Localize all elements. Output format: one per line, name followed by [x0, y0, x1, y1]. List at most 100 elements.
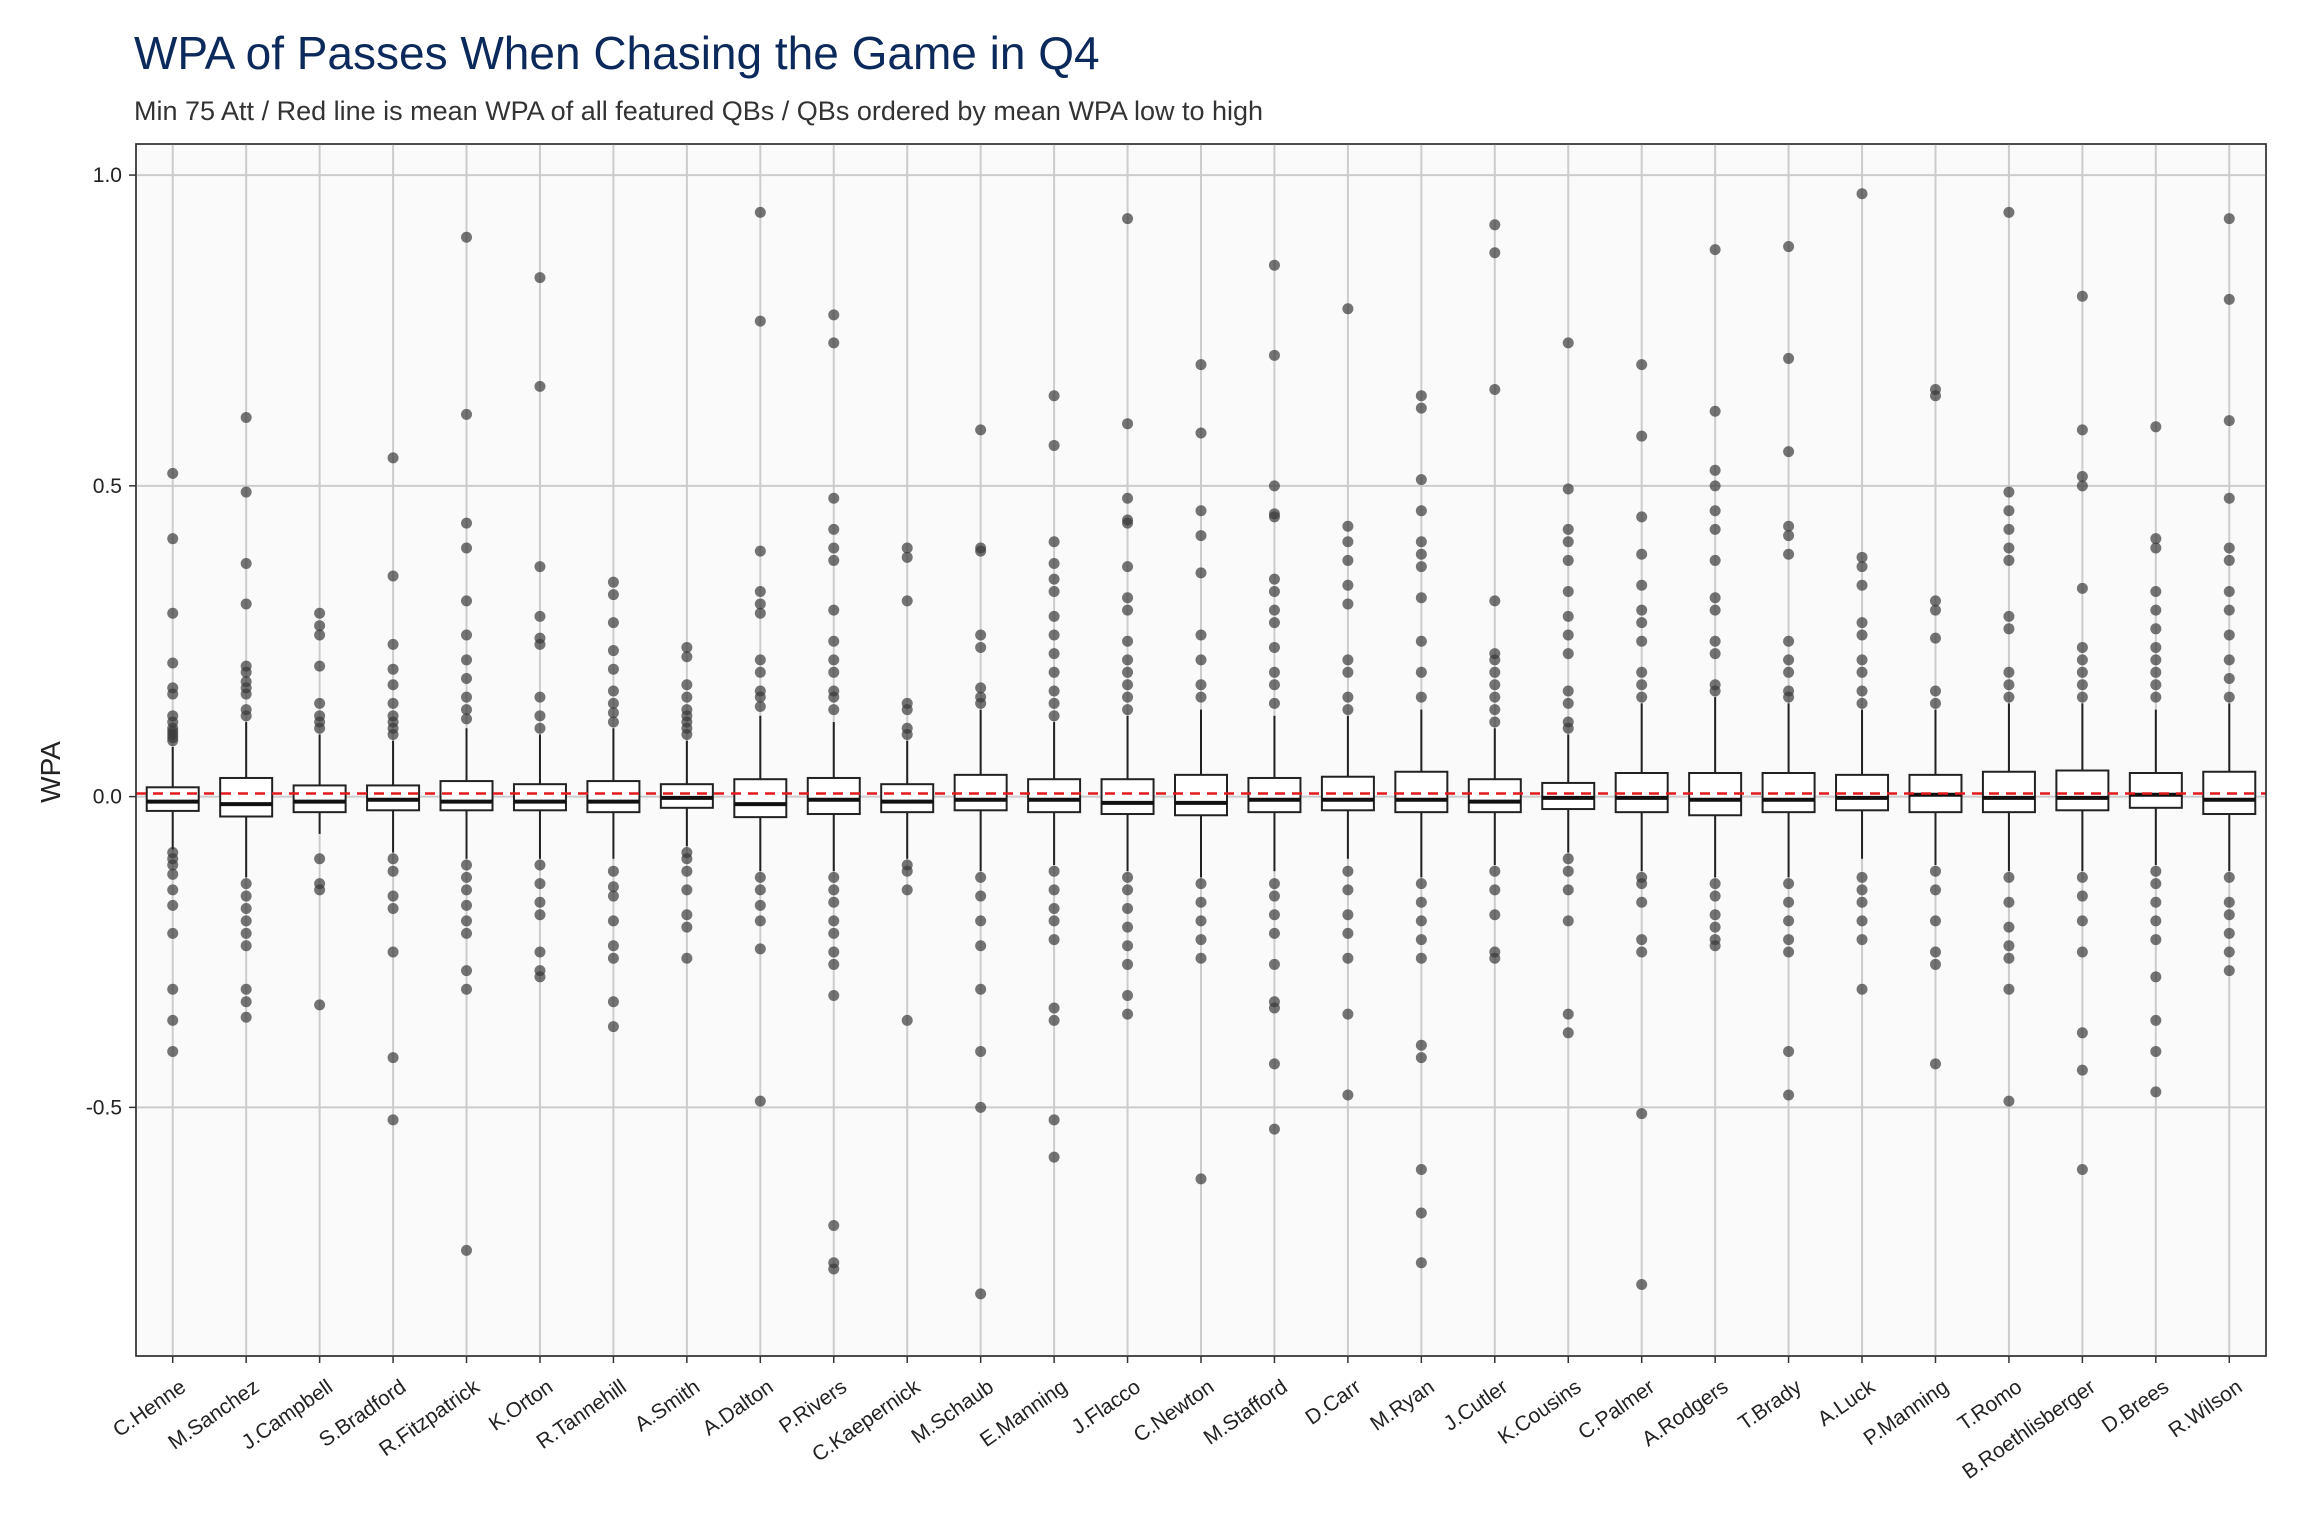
outlier-point — [901, 551, 913, 563]
y-tick-label: 0.0 — [93, 786, 122, 809]
outlier-point — [167, 927, 179, 939]
outlier-point — [1048, 915, 1060, 927]
outlier-point — [1636, 604, 1648, 616]
outlier-point — [2076, 890, 2088, 902]
outlier-point — [1195, 1173, 1207, 1185]
outlier-point — [1048, 884, 1060, 896]
outlier-point — [607, 576, 619, 588]
outlier-point — [167, 1045, 179, 1057]
outlier-point — [1709, 890, 1721, 902]
outlier-point — [1268, 927, 1280, 939]
outlier-point — [2076, 641, 2088, 653]
outlier-point — [607, 996, 619, 1008]
outlier-point — [1489, 884, 1501, 896]
outlier-point — [754, 943, 766, 955]
outlier-point — [461, 983, 473, 995]
outlier-point — [167, 868, 179, 880]
outlier-point — [2223, 492, 2235, 504]
outlier-point — [1048, 536, 1060, 548]
outlier-point — [607, 1021, 619, 1033]
outlier-point — [167, 467, 179, 479]
outlier-point — [2150, 691, 2162, 703]
outlier-point — [828, 691, 840, 703]
outlier-point — [1562, 337, 1574, 349]
outlier-point — [1709, 921, 1721, 933]
outlier-point — [681, 853, 693, 865]
outlier-point — [1489, 716, 1501, 728]
outlier-point — [1195, 934, 1207, 946]
outlier-point — [1195, 679, 1207, 691]
outlier-point — [607, 915, 619, 927]
outlier-point — [1856, 896, 1868, 908]
outlier-point — [534, 638, 546, 650]
outlier-point — [1783, 520, 1795, 532]
outlier-point — [1415, 402, 1427, 414]
outlier-point — [1415, 934, 1427, 946]
outlier-point — [1489, 666, 1501, 678]
outlier-point — [1122, 1008, 1134, 1020]
outlier-point — [1783, 934, 1795, 946]
outlier-point — [681, 728, 693, 740]
outlier-point — [754, 598, 766, 610]
outlier-point — [828, 523, 840, 535]
outlier-point — [534, 610, 546, 622]
outlier-point — [1562, 1027, 1574, 1039]
outlier-point — [1929, 697, 1941, 709]
box-m-ryan — [1394, 709, 1449, 878]
outlier-point — [1489, 691, 1501, 703]
outlier-point — [2150, 421, 2162, 433]
outlier-point — [1856, 551, 1868, 563]
outlier-point — [1342, 1008, 1354, 1020]
box-m-sanchez — [219, 722, 274, 878]
outlier-point — [240, 915, 252, 927]
outlier-point — [387, 679, 399, 691]
outlier-point — [1195, 915, 1207, 927]
outlier-point — [240, 890, 252, 902]
outlier-point — [1122, 654, 1134, 666]
outlier-point — [754, 586, 766, 598]
outlier-point — [1268, 890, 1280, 902]
outlier-point — [2003, 542, 2015, 554]
outlier-point — [1856, 934, 1868, 946]
outlier-point — [1562, 884, 1574, 896]
outlier-point — [1122, 958, 1134, 970]
outlier-point — [2003, 486, 2015, 498]
outlier-point — [607, 617, 619, 629]
outlier-point — [828, 542, 840, 554]
outlier-point — [754, 654, 766, 666]
outlier-point — [975, 629, 987, 641]
outlier-point — [1929, 604, 1941, 616]
outlier-point — [1048, 865, 1060, 877]
outlier-point — [1268, 878, 1280, 890]
outlier-point — [1783, 896, 1795, 908]
outlier-point — [1342, 654, 1354, 666]
outlier-point — [828, 1263, 840, 1275]
outlier-point — [314, 607, 326, 619]
outlier-point — [1562, 915, 1574, 927]
outlier-point — [1929, 595, 1941, 607]
outlier-point — [975, 915, 987, 927]
outlier-point — [1562, 685, 1574, 697]
outlier-point — [1268, 259, 1280, 271]
outlier-point — [1783, 666, 1795, 678]
outlier-point — [2223, 213, 2235, 225]
outlier-point — [2003, 983, 2015, 995]
outlier-point — [1048, 558, 1060, 570]
outlier-point — [167, 1014, 179, 1026]
outlier-point — [607, 685, 619, 697]
outlier-point — [534, 859, 546, 871]
outlier-point — [1929, 958, 1941, 970]
y-tick-label: 0.5 — [93, 475, 122, 498]
outlier-point — [1783, 654, 1795, 666]
outlier-point — [240, 486, 252, 498]
outlier-point — [1562, 697, 1574, 709]
outlier-point — [975, 424, 987, 436]
outlier-point — [1195, 654, 1207, 666]
outlier-point — [461, 542, 473, 554]
outlier-point — [1856, 654, 1868, 666]
outlier-point — [754, 206, 766, 218]
box-iqr — [1027, 778, 1082, 814]
box-iqr — [1100, 778, 1155, 816]
outlier-point — [754, 545, 766, 557]
outlier-point — [240, 710, 252, 722]
